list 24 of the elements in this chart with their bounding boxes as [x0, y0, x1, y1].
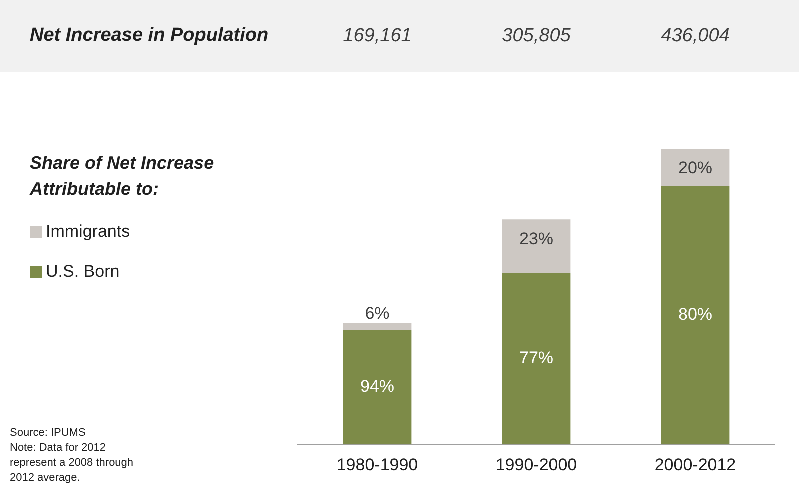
- bar: [661, 149, 730, 186]
- legend-title: Share of Net Increase Attributable to:: [30, 152, 216, 201]
- annotation: 94%: [360, 377, 395, 396]
- legend-label: Immigrants: [46, 222, 130, 242]
- x-tick-label: 1990-2000: [496, 455, 578, 474]
- text: 436,004: [661, 25, 730, 46]
- annotation: 20%: [678, 158, 713, 178]
- text: Net Increase in Population: [30, 25, 269, 47]
- source-note: Source: IPUMS: [10, 426, 87, 441]
- annotation: 23%: [519, 229, 554, 248]
- x-tick-label: 2000-2012: [654, 455, 736, 474]
- bar: [502, 220, 571, 274]
- x-tick-label: 1980-1990: [336, 455, 418, 474]
- annotation: 80%: [678, 305, 713, 324]
- annotation: 6%: [365, 304, 390, 324]
- text: 169,161: [343, 25, 412, 46]
- bar: [661, 186, 730, 445]
- text: 305,805: [502, 25, 572, 46]
- legend-label: U.S. Born: [46, 262, 120, 282]
- annotation: 77%: [519, 348, 554, 368]
- text: Note: Data for 2012 represent a 2008 through 2012 average.: [10, 441, 135, 486]
- bar: [343, 323, 412, 330]
- bar: [502, 273, 571, 445]
- bar: [343, 330, 412, 445]
